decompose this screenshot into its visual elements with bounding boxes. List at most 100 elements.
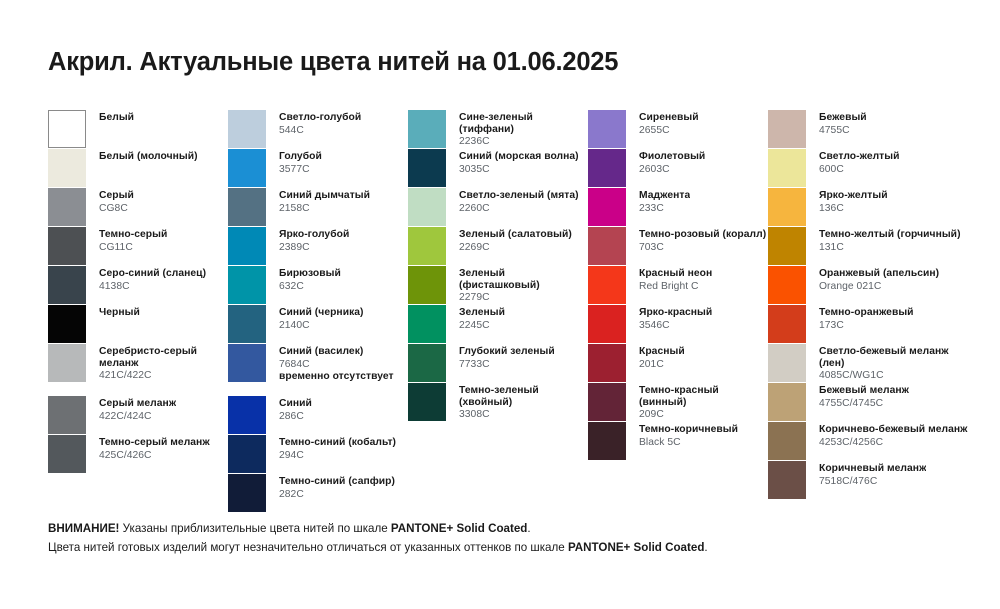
- footer-notice: ВНИМАНИЕ! Указаны приблизительные цвета …: [48, 520, 948, 558]
- swatch-row[interactable]: Зеленый (салатовый) 2269C: [408, 227, 588, 266]
- swatch-name: Красный неон: [639, 268, 713, 279]
- swatch-row[interactable]: Бежевый меланж 4755C/4745C: [768, 383, 968, 422]
- swatch-row[interactable]: Синий 286C: [228, 396, 408, 435]
- color-swatch[interactable]: [228, 266, 266, 304]
- color-swatch[interactable]: [48, 435, 86, 473]
- swatch-row[interactable]: Синий дымчатый 2158C: [228, 188, 408, 227]
- swatch-row[interactable]: Голубой 3577C: [228, 149, 408, 188]
- color-swatch[interactable]: [768, 110, 806, 148]
- color-swatch[interactable]: [588, 188, 626, 226]
- swatch-row[interactable]: Оранжевый (апельсин) Orange 021C: [768, 266, 968, 305]
- swatch-row[interactable]: Синий (морская волна) 3035C: [408, 149, 588, 188]
- swatch-row[interactable]: Маджента 233C: [588, 188, 768, 227]
- color-swatch[interactable]: [768, 188, 806, 226]
- color-swatch[interactable]: [228, 188, 266, 226]
- color-swatch[interactable]: [48, 188, 86, 226]
- color-swatch[interactable]: [588, 344, 626, 382]
- swatch-row[interactable]: Белый: [48, 110, 228, 149]
- color-swatch[interactable]: [48, 305, 86, 343]
- color-swatch[interactable]: [228, 396, 266, 434]
- swatch-text-block: Серый CG8C: [99, 188, 134, 214]
- color-swatch[interactable]: [768, 227, 806, 265]
- color-swatch[interactable]: [48, 227, 86, 265]
- swatch-row[interactable]: Фиолетовый 2603C: [588, 149, 768, 188]
- color-swatch[interactable]: [768, 461, 806, 499]
- color-swatch[interactable]: [588, 110, 626, 148]
- color-swatch[interactable]: [768, 422, 806, 460]
- swatch-row[interactable]: Ярко-красный 3546C: [588, 305, 768, 344]
- swatch-row[interactable]: Черный: [48, 305, 228, 344]
- color-swatch[interactable]: [408, 305, 446, 343]
- color-swatch[interactable]: [768, 305, 806, 343]
- color-swatch[interactable]: [408, 227, 446, 265]
- color-swatch[interactable]: [228, 110, 266, 148]
- swatch-row[interactable]: Ярко-голубой 2389C: [228, 227, 408, 266]
- swatch-row[interactable]: Темно-синий (кобальт) 294C: [228, 435, 408, 474]
- swatch-row[interactable]: Темно-красный (винный) 209C: [588, 383, 768, 422]
- color-swatch[interactable]: [408, 188, 446, 226]
- swatch-row[interactable]: Зеленый 2245C: [408, 305, 588, 344]
- color-swatch[interactable]: [48, 344, 86, 382]
- swatch-row[interactable]: Коричневый меланж 7518C/476C: [768, 461, 968, 500]
- color-swatch[interactable]: [588, 266, 626, 304]
- swatch-row[interactable]: Серый CG8C: [48, 188, 228, 227]
- swatch-row[interactable]: Светло-зеленый (мята) 2260C: [408, 188, 588, 227]
- swatch-name: Синий (черника): [279, 307, 364, 318]
- color-swatch[interactable]: [228, 474, 266, 512]
- swatch-row[interactable]: Темно-зеленый (хвойный) 3308C: [408, 383, 588, 422]
- color-swatch[interactable]: [588, 149, 626, 187]
- color-swatch[interactable]: [48, 110, 86, 148]
- swatch-row[interactable]: Белый (молочный): [48, 149, 228, 188]
- color-swatch[interactable]: [48, 266, 86, 304]
- swatch-row[interactable]: Серо-синий (сланец) 4138C: [48, 266, 228, 305]
- color-swatch[interactable]: [588, 383, 626, 421]
- color-swatch[interactable]: [588, 305, 626, 343]
- swatch-row[interactable]: Бирюзовый 632C: [228, 266, 408, 305]
- swatch-row[interactable]: Бежевый 4755C: [768, 110, 968, 149]
- color-swatch[interactable]: [408, 266, 446, 304]
- color-swatch[interactable]: [768, 149, 806, 187]
- color-swatch[interactable]: [768, 266, 806, 304]
- color-swatch[interactable]: [408, 383, 446, 421]
- swatch-row[interactable]: Темно-серый CG11C: [48, 227, 228, 266]
- color-swatch[interactable]: [228, 227, 266, 265]
- swatch-row[interactable]: Серебристо-серый меланж 421C/422C: [48, 344, 228, 396]
- color-swatch[interactable]: [228, 435, 266, 473]
- swatch-row[interactable]: Красный 201C: [588, 344, 768, 383]
- color-swatch[interactable]: [228, 305, 266, 343]
- color-swatch[interactable]: [408, 344, 446, 382]
- column-blues: Светло-голубой 544C Голубой 3577C Синий дымч…: [228, 110, 408, 513]
- swatch-row[interactable]: Коричнево-бежевый меланж 4253C/4256C: [768, 422, 968, 461]
- swatch-row[interactable]: Зеленый (фисташковый) 2279C: [408, 266, 588, 305]
- swatch-row[interactable]: Темно-оранжевый 173C: [768, 305, 968, 344]
- swatch-name: Коричнево-бежевый меланж: [819, 424, 968, 435]
- color-swatch[interactable]: [768, 383, 806, 421]
- color-swatch[interactable]: [588, 422, 626, 460]
- swatch-row[interactable]: Темно-желтый (горчичный) 131C: [768, 227, 968, 266]
- swatch-row[interactable]: Сиреневый 2655C: [588, 110, 768, 149]
- color-swatch[interactable]: [48, 149, 86, 187]
- swatch-row[interactable]: Светло-желтый 600C: [768, 149, 968, 188]
- swatch-row[interactable]: Синий (черника) 2140C: [228, 305, 408, 344]
- swatch-row[interactable]: Темно-коричневый Black 5C: [588, 422, 768, 461]
- color-swatch[interactable]: [228, 344, 266, 382]
- swatch-row[interactable]: Глубокий зеленый 7733C: [408, 344, 588, 383]
- swatch-row[interactable]: Синий (василек) 7684C временно отсутствует: [228, 344, 408, 396]
- color-swatch[interactable]: [48, 396, 86, 434]
- color-swatch[interactable]: [588, 227, 626, 265]
- swatch-pantone-code: 286C: [279, 410, 304, 422]
- color-swatch[interactable]: [768, 344, 806, 382]
- color-swatch[interactable]: [408, 110, 446, 148]
- swatch-row[interactable]: Светло-бежевый меланж (лен) 4085C/WG1C: [768, 344, 968, 383]
- swatch-row[interactable]: Темно-розовый (коралл) 703C: [588, 227, 768, 266]
- swatch-row[interactable]: Светло-голубой 544C: [228, 110, 408, 149]
- swatch-row[interactable]: Темно-серый меланж 425C/426C: [48, 435, 228, 474]
- swatch-row[interactable]: Ярко-желтый 136C: [768, 188, 968, 227]
- swatch-row[interactable]: Темно-синий (сапфир) 282C: [228, 474, 408, 513]
- swatch-text-block: Фиолетовый 2603C: [639, 149, 705, 175]
- swatch-row[interactable]: Сине-зеленый (тиффани) 2236C: [408, 110, 588, 149]
- color-swatch[interactable]: [408, 149, 446, 187]
- swatch-row[interactable]: Серый меланж 422C/424C: [48, 396, 228, 435]
- swatch-row[interactable]: Красный неон Red Bright C: [588, 266, 768, 305]
- color-swatch[interactable]: [228, 149, 266, 187]
